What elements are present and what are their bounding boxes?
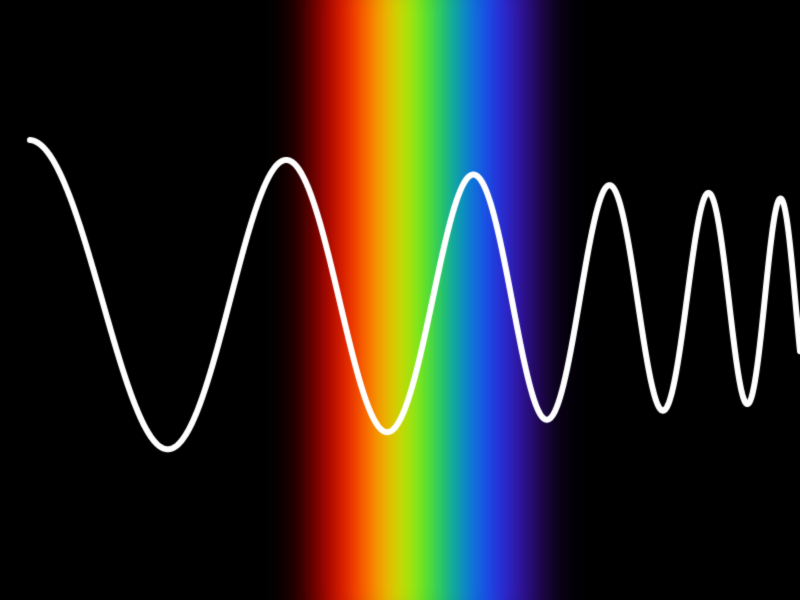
em-spectrum-wave-diagram <box>0 0 800 600</box>
